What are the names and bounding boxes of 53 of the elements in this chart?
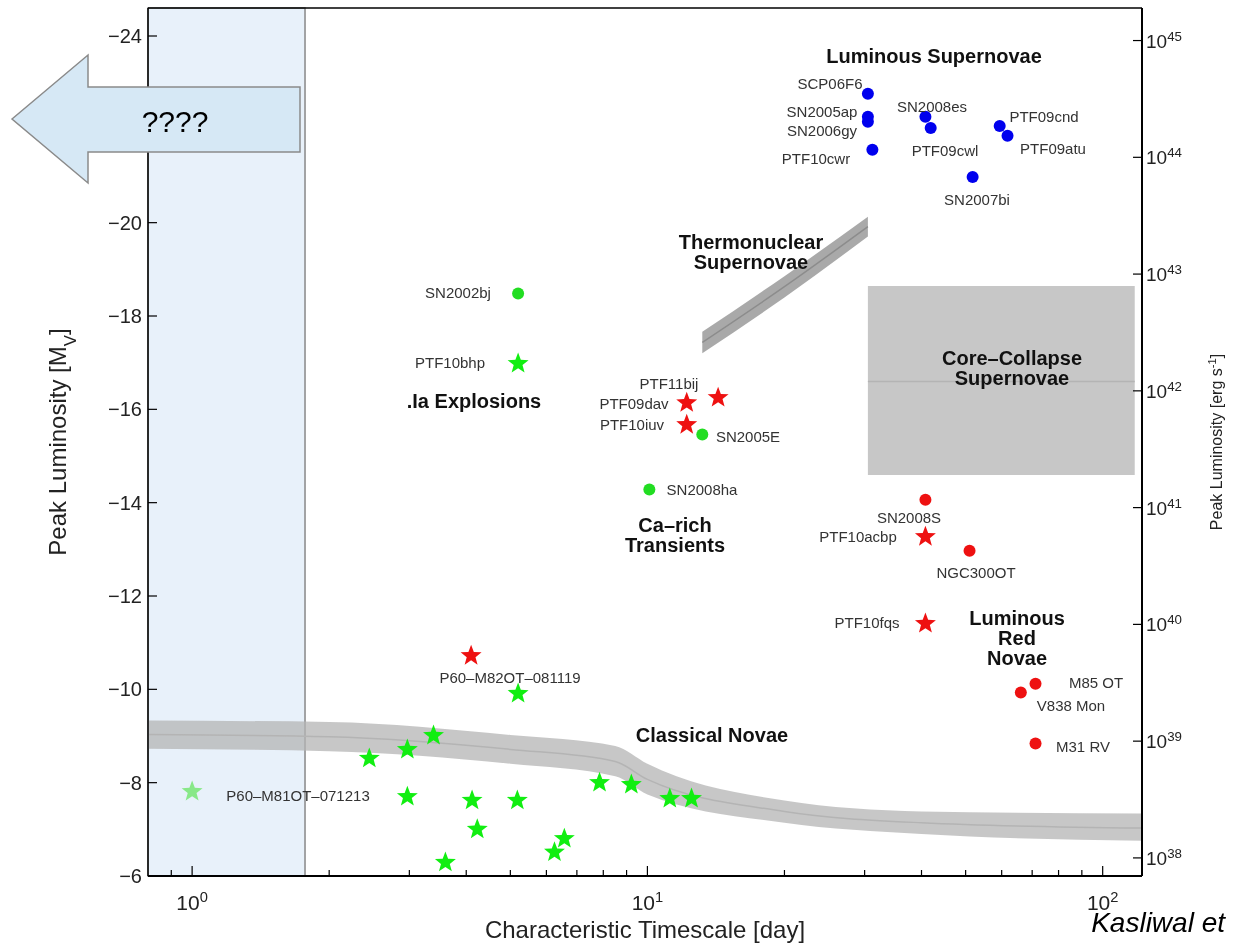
annotation: PTF09dav: [599, 395, 670, 412]
y-tick-label: 10$^{43}$: [1146, 261, 1182, 286]
annotation: PTF10iuv: [599, 416, 665, 433]
annotation: Classical Novae: [635, 724, 789, 746]
annotation: SN2002bj: [425, 284, 491, 301]
annotation: Thermonuclear Supernovae: [678, 231, 824, 273]
annotation: SN2008S: [876, 509, 942, 526]
annotation: SN2007bi: [944, 191, 1010, 208]
y-tick-label: 10$^{39}$: [1146, 728, 1182, 753]
y2-tick-label: −12: [108, 585, 142, 607]
y2-tick-label: −6: [119, 865, 142, 887]
y2-tick-label: −18: [108, 305, 142, 327]
annotation: ????: [141, 105, 209, 138]
annotation: PTF11bij: [639, 375, 699, 392]
y-tick-label: 10$^{38}$: [1146, 845, 1182, 869]
y2-tick-label: −14: [108, 491, 142, 514]
annotation: PTF09cwl: [911, 142, 979, 159]
annotation: M85 OT: [1068, 674, 1124, 691]
x-tick-label: 10$^{1}$: [631, 889, 664, 914]
annotation: Luminous Supernovae: [826, 45, 1042, 67]
annotation: SN2005E: [715, 428, 781, 445]
annotation: PTF09atu: [1020, 140, 1086, 157]
annotation: Ca–rich Transients: [624, 514, 726, 556]
x-tick-label: 10$^{0}$: [176, 889, 208, 914]
annotation: PTF10bhp: [414, 354, 486, 371]
annotation: PTF10fqs: [834, 614, 900, 631]
y2-tick-label: −24: [108, 25, 142, 47]
y2-tick-label: −10: [108, 678, 142, 701]
annotation: P60–M82OT–081119: [439, 669, 581, 686]
annotation: .Ia Explosions: [406, 390, 542, 412]
y2-tick-label: −20: [108, 211, 142, 234]
annotation: SN2005ap: [786, 103, 858, 120]
annotation: Luminous Red Novae: [969, 607, 1065, 669]
annotation: M31 RV: [1056, 738, 1110, 755]
y2-tick-label: −8: [119, 771, 142, 794]
y-tick-label: 10$^{45}$: [1146, 28, 1182, 52]
annotation: SN2008es: [896, 98, 968, 115]
annotation: NGC300OT: [936, 564, 1016, 581]
y-tick-label: 10$^{41}$: [1146, 495, 1182, 519]
annotation: PTF09cnd: [1009, 108, 1079, 125]
annotation: SCP06F6: [797, 75, 863, 92]
y-tick-label: 10$^{40}$: [1146, 611, 1182, 636]
y-tick-label: 10$^{42}$: [1146, 378, 1182, 402]
annotation: P60–M81OT–071213: [226, 787, 370, 804]
annotation: PTF10acbp: [819, 528, 897, 545]
annotation: PTF10cwr: [781, 150, 851, 167]
annotation: Core–Collapse Supernovae: [941, 347, 1083, 389]
annotation: SN2008ha: [666, 481, 739, 498]
annotation: V838 Mon: [1036, 697, 1106, 714]
x-axis-title: Characteristic Timescale [day]: [484, 916, 806, 943]
y2-tick-label: −16: [108, 398, 142, 421]
annotation: SN2006gy: [786, 122, 858, 139]
y-tick-label: 10$^{44}$: [1146, 144, 1182, 169]
